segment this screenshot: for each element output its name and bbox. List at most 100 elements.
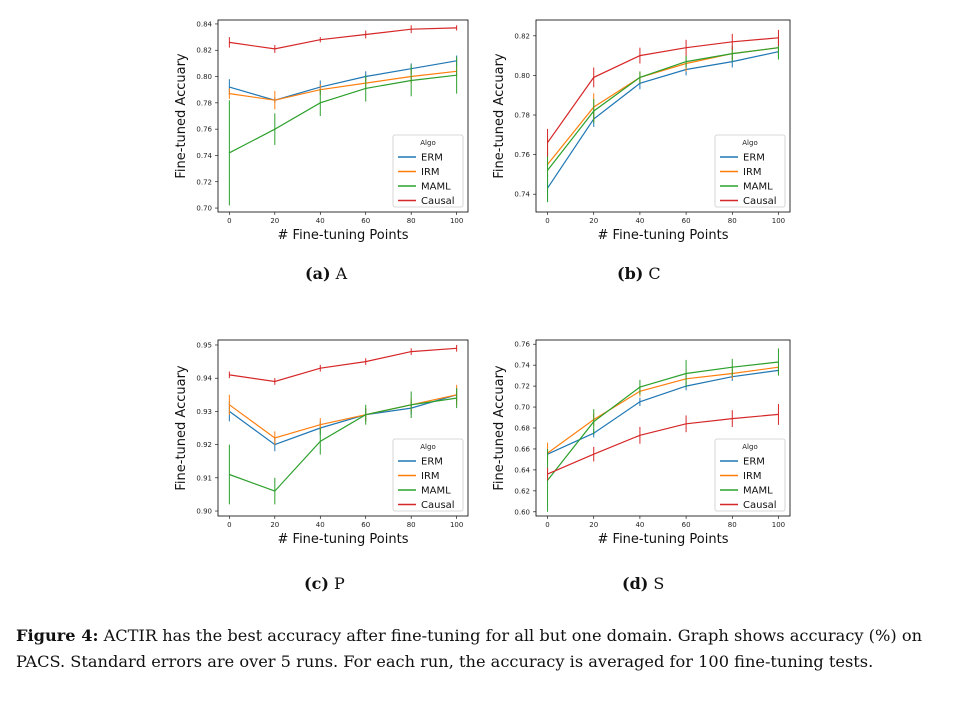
plot-frame [217, 19, 469, 213]
subcaption-c-letter: (c) [304, 574, 329, 593]
subcaption-a-letter: (a) [305, 264, 331, 283]
legend: Algo ERM IRM MAML Causal [392, 134, 464, 208]
legend-box [714, 134, 786, 208]
y-tick-label: 0.90 [196, 508, 212, 516]
subcaption-b-letter: (b) [617, 264, 644, 283]
x-tick-label: 60 [682, 217, 691, 225]
legend-box [392, 134, 464, 208]
x-axis-label: # Fine-tuning Points [278, 228, 409, 243]
series-line-causal [547, 37, 779, 144]
x-tick-label: 80 [728, 521, 737, 529]
y-tick-label: 0.82 [196, 47, 212, 55]
caption-label: Figure 4: [16, 626, 99, 645]
chart-panel-d: 0 20 40 60 80 100 0.60 0.62 0.64 0.66 0.68 0.70 0.72… [492, 339, 791, 547]
x-tick-label: 20 [270, 521, 279, 529]
series-line-maml [547, 361, 779, 481]
y-tick-label: 0.60 [514, 508, 530, 516]
series-line-erm [229, 394, 457, 446]
series-line-erm [547, 51, 779, 189]
y-tick-label: 0.72 [514, 383, 530, 391]
legend: Algo ERM IRM MAML Causal [392, 438, 464, 512]
legend-box [392, 438, 464, 512]
x-tick-label: 20 [270, 217, 279, 225]
y-axis-label: Fine-tuned Accuary [174, 53, 189, 179]
y-tick-label: 0.92 [196, 441, 212, 449]
series-line-maml [547, 47, 779, 171]
x-tick-label: 100 [772, 521, 785, 529]
y-tick-label: 0.70 [196, 205, 212, 213]
series-line-causal [229, 347, 457, 383]
x-tick-label: 100 [772, 217, 785, 225]
x-tick-label: 80 [407, 217, 416, 225]
series-line-erm [547, 369, 779, 455]
y-tick-label: 0.74 [514, 191, 530, 199]
series-line-irm [547, 366, 779, 454]
series-line-maml [229, 397, 457, 492]
series-line-maml [229, 74, 457, 154]
chart-panel-b: 0 20 40 60 80 100 0.74 0.76 0.78 0.80 0.82 # Fine-t… [492, 19, 791, 243]
x-tick-label: 0 [227, 521, 231, 529]
subcaption-c-name: P [333, 574, 345, 593]
y-tick-label: 0.70 [514, 404, 530, 412]
legend-label-irm: IRM [743, 167, 762, 178]
x-tick-label: 60 [361, 217, 370, 225]
plot-frame [535, 19, 791, 213]
subcaption-d-name: S [653, 574, 665, 593]
series-line-erm [229, 60, 457, 101]
legend-label-maml: MAML [421, 182, 451, 193]
legend-title: Algo [420, 139, 435, 147]
series-line-irm [229, 70, 457, 101]
subcaption-a-name: A [335, 264, 348, 283]
legend-label-irm: IRM [421, 167, 440, 178]
y-tick-label: 0.84 [196, 20, 212, 28]
y-tick-label: 0.80 [196, 73, 212, 81]
legend-label-maml: MAML [421, 486, 451, 497]
y-tick-label: 0.66 [514, 445, 530, 453]
subcaption-d-letter: (d) [622, 574, 649, 593]
x-tick-label: 80 [728, 217, 737, 225]
legend-label-erm: ERM [421, 153, 443, 164]
series-line-irm [229, 394, 457, 439]
y-tick-label: 0.82 [514, 32, 530, 40]
legend-label-erm: ERM [743, 153, 765, 164]
x-tick-label: 0 [545, 521, 549, 529]
x-tick-label: 60 [361, 521, 370, 529]
x-tick-label: 40 [316, 521, 325, 529]
x-tick-label: 20 [589, 521, 598, 529]
y-tick-label: 0.72 [196, 178, 212, 186]
y-tick-label: 0.78 [514, 112, 530, 120]
x-axis-label: # Fine-tuning Points [598, 228, 729, 243]
y-tick-label: 0.74 [514, 362, 530, 370]
legend-title: Algo [742, 139, 757, 147]
y-tick-label: 0.76 [514, 341, 530, 349]
subcaption-a: (a) A [305, 264, 347, 283]
x-tick-label: 0 [227, 217, 231, 225]
y-tick-label: 0.76 [196, 126, 212, 134]
series-line-causal [229, 27, 457, 50]
chart-panel-a: 0 20 40 60 80 100 0.70 0.72 0.74 0.76 0.78 0.80 0.82… [174, 19, 469, 243]
x-tick-label: 40 [635, 521, 644, 529]
subcaption-c: (c) P [304, 574, 345, 593]
y-tick-label: 0.95 [196, 341, 212, 349]
x-axis-label: # Fine-tuning Points [598, 532, 729, 547]
y-axis-label: Fine-tuned Accuary [492, 53, 507, 179]
y-tick-label: 0.64 [514, 466, 530, 474]
y-tick-label: 0.68 [514, 425, 530, 433]
x-tick-label: 80 [407, 521, 416, 529]
x-tick-label: 40 [635, 217, 644, 225]
legend: Algo ERM IRM MAML Causal [714, 134, 786, 208]
legend-title: Algo [420, 443, 435, 451]
legend-label-maml: MAML [743, 486, 773, 497]
y-tick-label: 0.74 [196, 152, 212, 160]
legend: Algo ERM IRM MAML Causal [714, 438, 786, 512]
y-axis-label: Fine-tuned Accuary [492, 365, 507, 491]
legend-label-causal: Causal [421, 196, 455, 207]
x-tick-label: 0 [545, 217, 549, 225]
y-tick-label: 0.94 [196, 375, 212, 383]
legend-label-irm: IRM [743, 471, 762, 482]
legend-label-erm: ERM [743, 457, 765, 468]
legend-label-maml: MAML [743, 182, 773, 193]
caption-text: ACTIR has the best accuracy after fine-t… [16, 626, 923, 671]
legend-label-causal: Causal [743, 196, 777, 207]
